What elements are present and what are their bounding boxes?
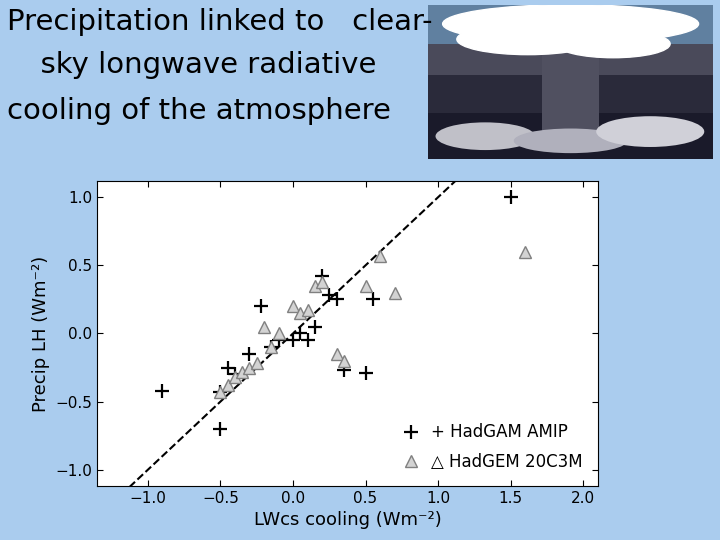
- Ellipse shape: [443, 5, 698, 43]
- X-axis label: LWcs cooling (Wm⁻²): LWcs cooling (Wm⁻²): [253, 511, 441, 529]
- Y-axis label: Precip LH (Wm⁻²): Precip LH (Wm⁻²): [32, 255, 50, 411]
- Text: Precipitation linked to   clear-: Precipitation linked to clear-: [7, 8, 433, 36]
- Text: cooling of the atmosphere: cooling of the atmosphere: [7, 97, 391, 125]
- Ellipse shape: [557, 30, 670, 58]
- Bar: [428, 44, 713, 75]
- Ellipse shape: [596, 116, 704, 147]
- Ellipse shape: [513, 129, 628, 153]
- Bar: [428, 5, 713, 44]
- Legend: + HadGAM AMIP, △ HadGEM 20C3M: + HadGAM AMIP, △ HadGEM 20C3M: [387, 417, 589, 478]
- Bar: [428, 75, 713, 113]
- Bar: [428, 113, 713, 159]
- Ellipse shape: [456, 24, 599, 55]
- Ellipse shape: [436, 123, 535, 150]
- Bar: [542, 36, 599, 144]
- Text: sky longwave radiative: sky longwave radiative: [22, 51, 376, 79]
